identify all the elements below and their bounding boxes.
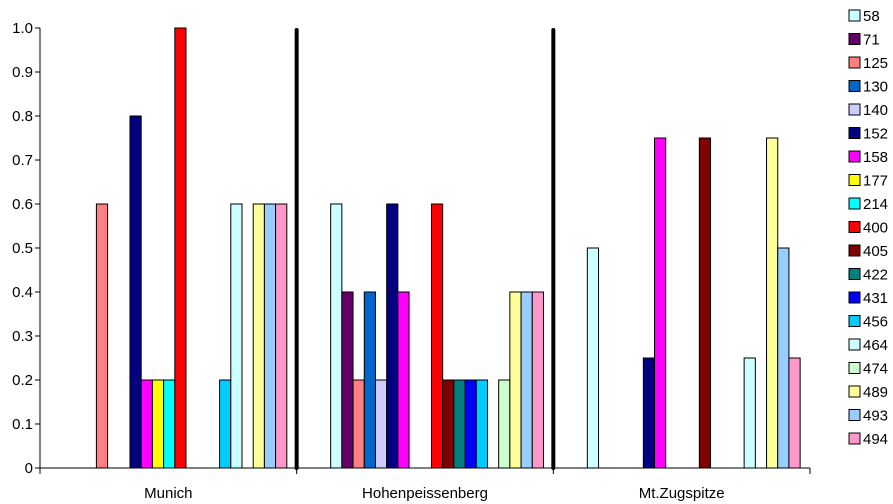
y-tick-label: 0.1 [12, 416, 33, 433]
legend-label: 158 [863, 149, 888, 166]
bar [263, 203, 277, 469]
x-tick-label: Hohenpeissenberg [362, 485, 488, 502]
y-tick-label: 0.3 [12, 328, 33, 345]
y-tick-label: 0.9 [12, 64, 33, 81]
bar [386, 203, 399, 469]
bar [151, 379, 165, 469]
legend: 58 71 125 130 140 152 158 177 214 400 405 422 431 456… [848, 8, 888, 448]
bar [520, 291, 533, 469]
legend-label: 494 [863, 431, 888, 448]
y-tick-label: 0.8 [12, 108, 33, 125]
bar [219, 379, 232, 469]
legend-label: 405 [863, 243, 888, 260]
legend-label: 422 [863, 267, 888, 284]
legend-label: 400 [863, 220, 888, 237]
y-axis: 0 0.1 0.2 0.3 0.4 0.5 0.6 0.7 0.8 0.9 1.0 [12, 20, 41, 477]
bars [95, 27, 801, 469]
y-tick-label: 0.5 [12, 240, 33, 257]
bar [252, 203, 265, 469]
x-axis: Munich Hohenpeissenberg Mt.Zugspitze [39, 467, 811, 502]
bar [531, 291, 544, 469]
bar [453, 379, 466, 469]
legend-label: 177 [863, 173, 888, 190]
legend-label: 474 [863, 361, 888, 378]
bar [363, 291, 376, 469]
bar [777, 247, 790, 469]
bar [698, 137, 712, 469]
bar [766, 137, 779, 469]
legend-label: 152 [863, 126, 888, 143]
bar [129, 115, 142, 469]
legend-swatch [848, 291, 861, 304]
legend-swatch [848, 221, 861, 233]
bar [654, 137, 667, 469]
legend-swatch [848, 385, 861, 398]
legend-swatch [848, 315, 861, 327]
legend-swatch [848, 56, 861, 69]
bar [341, 291, 354, 469]
legend-swatch [848, 338, 861, 351]
bar [352, 379, 365, 469]
group-dividers [294, 28, 556, 470]
legend-label: 125 [863, 55, 888, 72]
legend-swatch [848, 174, 861, 186]
legend-swatch [848, 127, 861, 139]
legend-swatch [848, 103, 861, 116]
bar [397, 291, 410, 469]
bar [586, 247, 600, 469]
legend-swatch [848, 197, 861, 210]
bar [330, 203, 343, 469]
legend-swatch [848, 33, 861, 45]
legend-label: 431 [863, 290, 888, 307]
bar [509, 291, 522, 469]
legend-swatch [848, 432, 861, 445]
y-tick-label: 0.4 [12, 284, 33, 301]
legend-label: 130 [863, 79, 888, 96]
bar [475, 379, 488, 469]
bar [374, 379, 388, 469]
bar [174, 27, 187, 469]
bar [95, 203, 109, 469]
bar [140, 379, 153, 469]
legend-label: 71 [863, 32, 880, 49]
x-tick-label: Munich [144, 485, 192, 502]
legend-swatch [848, 409, 861, 421]
x-tick-label: Mt.Zugspitze [639, 485, 725, 502]
bar [743, 357, 756, 469]
legend-label: 214 [863, 196, 888, 213]
bar [275, 203, 288, 469]
legend-label: 464 [863, 337, 888, 354]
legend-label: 58 [863, 8, 880, 25]
bar [498, 379, 511, 469]
bar [642, 357, 656, 469]
legend-swatch [848, 268, 861, 280]
bar [464, 379, 477, 469]
bar [430, 203, 444, 469]
legend-swatch [848, 150, 861, 163]
legend-swatch [848, 9, 861, 22]
y-tick-label: 0.7 [12, 152, 33, 169]
bar [230, 203, 243, 469]
legend-swatch [848, 244, 861, 257]
legend-swatch [848, 362, 861, 374]
y-tick-label: 0.2 [12, 372, 33, 389]
bar [788, 357, 801, 469]
y-tick-label: 1.0 [12, 20, 33, 37]
legend-label: 140 [863, 102, 888, 119]
legend-label: 489 [863, 384, 888, 401]
bar [163, 379, 176, 469]
y-tick-label: 0 [25, 460, 33, 477]
legend-label: 493 [863, 408, 888, 425]
legend-label: 456 [863, 314, 888, 331]
y-tick-label: 0.6 [12, 196, 33, 213]
legend-swatch [848, 80, 861, 92]
bar [442, 379, 455, 469]
